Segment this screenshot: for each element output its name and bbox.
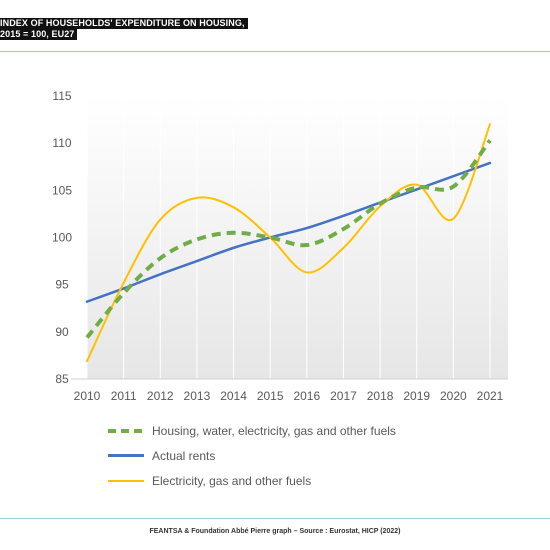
x-tick-label-2020: 2020 xyxy=(440,389,467,403)
x-tick-label-2021: 2021 xyxy=(477,389,504,403)
legend-swatch-rents xyxy=(108,454,144,457)
y-tick-label-105: 105 xyxy=(52,183,72,197)
y-tick-label-85: 85 xyxy=(55,372,69,386)
series-energy-line xyxy=(86,123,491,363)
x-tick-label-2010: 2010 xyxy=(74,389,101,403)
legend-label-energy: Electricity, gas and other fuels xyxy=(152,473,312,488)
x-tick-label-2014: 2014 xyxy=(220,389,247,403)
series-housing-line xyxy=(85,139,492,339)
top-divider xyxy=(0,51,550,52)
legend-swatch-housing xyxy=(108,428,144,433)
y-tick-label-95: 95 xyxy=(55,278,69,292)
bottom-divider xyxy=(0,518,550,519)
x-tick-label-2013: 2013 xyxy=(184,389,211,403)
y-tick-label-110: 110 xyxy=(52,136,71,150)
x-tick-label-2012: 2012 xyxy=(147,389,174,403)
x-tick-label-2018: 2018 xyxy=(367,389,394,403)
legend-item-energy: Electricity, gas and other fuels xyxy=(108,468,396,493)
legend-item-rents: Actual rents xyxy=(108,443,396,468)
y-tick-label-100: 100 xyxy=(52,231,72,245)
source-footer: FEANTSA & Foundation Abbé Pierre graph –… xyxy=(149,528,401,535)
y-tick-label-90: 90 xyxy=(55,325,69,339)
x-tick-label-2017: 2017 xyxy=(330,389,357,403)
x-tick-label-2011: 2011 xyxy=(111,389,137,403)
legend-swatch-energy xyxy=(108,479,144,482)
chart-title-line-2: 2015 = 100, EU27 xyxy=(0,29,78,40)
legend-label-rents: Actual rents xyxy=(152,448,216,463)
legend-label-housing: Housing, water, electricity, gas and oth… xyxy=(152,423,396,438)
series-actual-rents-line xyxy=(85,161,492,303)
x-tick-label-2015: 2015 xyxy=(257,389,284,403)
plot-area-background xyxy=(87,96,508,379)
chart-title-line-1: INDEX OF HOUSEHOLDS' EXPENDITURE ON HOUS… xyxy=(0,18,248,29)
x-tick-label-2016: 2016 xyxy=(293,389,320,403)
y-tick-label-115: 115 xyxy=(52,89,71,103)
chart-title: INDEX OF HOUSEHOLDS' EXPENDITURE ON HOUS… xyxy=(0,18,248,40)
chart-legend: Housing, water, electricity, gas and oth… xyxy=(108,418,396,493)
legend-item-housing: Housing, water, electricity, gas and oth… xyxy=(108,418,396,443)
x-tick-label-2019: 2019 xyxy=(403,389,430,403)
